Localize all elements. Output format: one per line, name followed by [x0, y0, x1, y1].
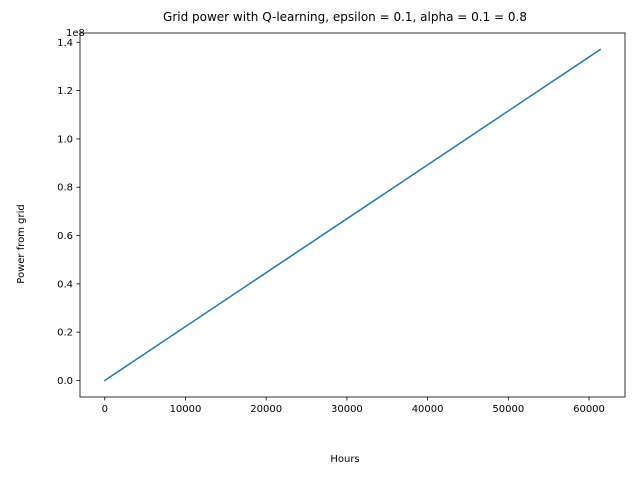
y-tick-label: 0.8 — [57, 183, 73, 194]
series-layer — [103, 48, 602, 382]
chart-title: Grid power with Q-learning, epsilon = 0.… — [163, 10, 527, 24]
x-tick-label: 20000 — [250, 404, 282, 415]
y-axis-offset-label: 1e8 — [66, 28, 85, 39]
y-tick-label: 0.0 — [57, 376, 73, 387]
x-tick-label: 10000 — [170, 404, 202, 415]
axes-frame — [79, 32, 626, 398]
x-tick-label: 0 — [102, 404, 108, 415]
x-axis-label: Hours — [330, 454, 359, 465]
plot-area — [79, 32, 626, 398]
x-tick-label: 60000 — [573, 404, 605, 415]
y-axis-label: Power from grid — [16, 204, 27, 283]
y-tick-label: 0.6 — [57, 231, 73, 242]
y-tick-label: 1.4 — [57, 38, 73, 49]
y-axis: 0.0 0.2 0.4 0.6 0.8 1.0 1.2 1.4 — [57, 38, 80, 387]
x-tick-label: 50000 — [492, 404, 524, 415]
y-tick-label: 1.2 — [57, 86, 73, 97]
y-tick-label: 0.4 — [57, 279, 73, 290]
x-axis: 0 10000 20000 30000 40000 50000 60000 — [102, 397, 605, 415]
y-tick-label: 1.0 — [57, 134, 73, 145]
y-tick-label: 0.2 — [57, 328, 73, 339]
x-tick-label: 30000 — [331, 404, 363, 415]
x-tick-label: 40000 — [412, 404, 444, 415]
series-line-1 — [103, 48, 602, 382]
